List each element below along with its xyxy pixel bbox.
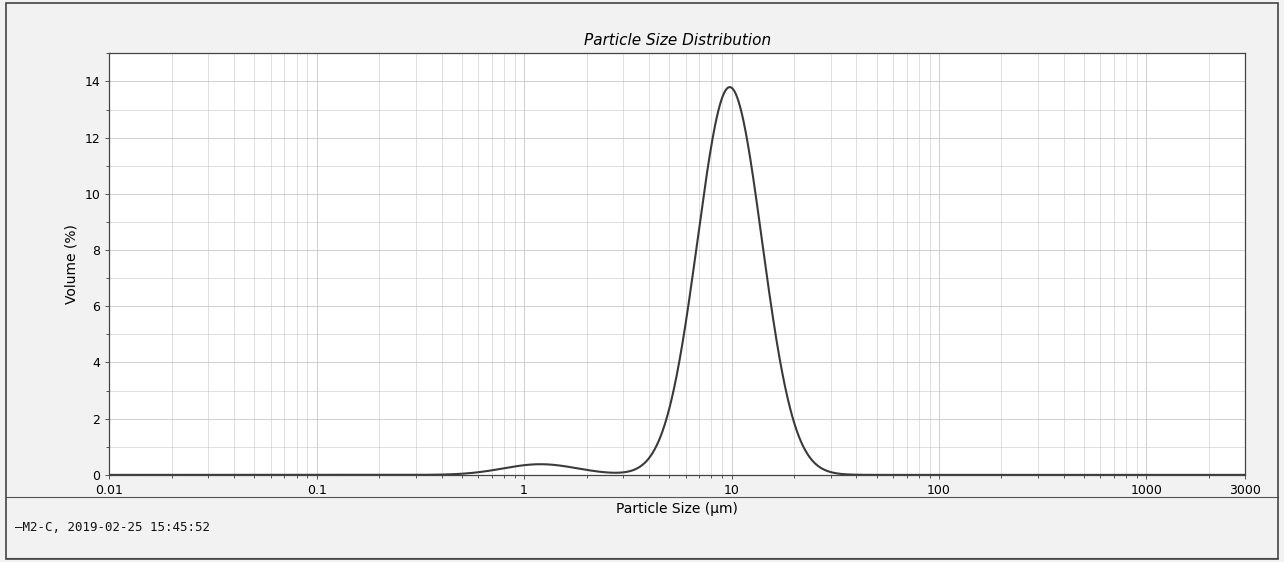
X-axis label: Particle Size (μm): Particle Size (μm) (616, 502, 738, 516)
Y-axis label: Volume (%): Volume (%) (64, 224, 78, 304)
Title: Particle Size Distribution: Particle Size Distribution (584, 33, 770, 48)
Text: —M2-C, 2019-02-25 15:45:52: —M2-C, 2019-02-25 15:45:52 (15, 520, 211, 534)
